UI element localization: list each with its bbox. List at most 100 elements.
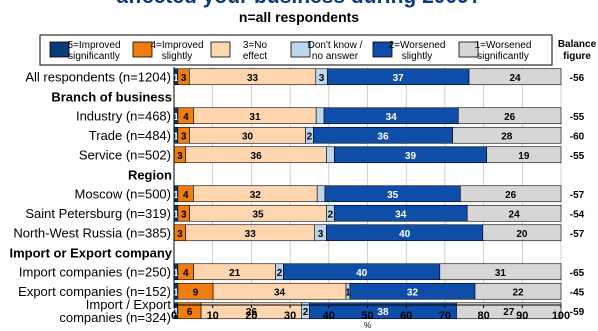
data-label-s2: 32 bbox=[407, 287, 419, 298]
data-label-s2: 35 bbox=[387, 190, 399, 201]
balance-value: -56 bbox=[570, 73, 585, 84]
data-label-s5: 1 bbox=[173, 209, 179, 220]
bar-segment-s1 bbox=[439, 263, 562, 281]
bar-row: Industry (n=468) 1 4 31 34 26 -55 bbox=[76, 107, 585, 125]
legend-label-s5: 5=Improved significantly bbox=[67, 40, 120, 62]
category-label: Trade (n=484) bbox=[89, 128, 171, 143]
bar-segment-s1 bbox=[468, 68, 562, 86]
legend: 5=Improved significantly 4=Improved slightl… bbox=[39, 34, 553, 66]
rows: All respondents (n=1204) 1 3 33 3 37 24 -56Bran… bbox=[9, 68, 585, 325]
data-label-s1: 26 bbox=[504, 112, 516, 123]
data-label-s4: 3 bbox=[177, 229, 183, 240]
data-label-s2: 34 bbox=[395, 209, 407, 220]
bar-segment-s1 bbox=[460, 185, 562, 203]
data-label-s0: 2 bbox=[277, 268, 283, 279]
data-label-s2: 34 bbox=[386, 112, 398, 123]
bar-row: Import / Export companies (n=324) 1 6 26 2 38 2… bbox=[59, 297, 584, 325]
data-label-s0: 2 bbox=[307, 131, 313, 142]
balance-value: -54 bbox=[570, 209, 585, 220]
data-label-s5: 1 bbox=[173, 131, 179, 142]
data-label-s2: 38 bbox=[377, 307, 389, 318]
data-label-s4: 3 bbox=[181, 131, 187, 142]
data-label-s2: 40 bbox=[356, 268, 368, 279]
bar-row: Import companies (n=250) 1 4 21 2 40 31 -65 bbox=[19, 263, 585, 281]
legend-swatch-s5 bbox=[49, 41, 70, 58]
bar-row: All respondents (n=1204) 1 3 33 3 37 24 -56 bbox=[25, 68, 585, 86]
x-tick-label: 60 bbox=[400, 310, 412, 322]
data-label-s4: 9 bbox=[193, 287, 199, 298]
category-label: North-West Russia (n=385) bbox=[13, 225, 171, 240]
data-label-s3: 35 bbox=[252, 209, 264, 220]
data-label-s3: 33 bbox=[247, 73, 259, 84]
data-label-s5: 1 bbox=[173, 307, 179, 318]
data-label-s4: 3 bbox=[181, 73, 187, 84]
balance-header: Balance figure bbox=[558, 39, 597, 62]
x-tick-label: 30 bbox=[284, 310, 296, 322]
x-axis-title: % bbox=[364, 321, 371, 330]
category-label: Moscow (n=500) bbox=[75, 186, 171, 201]
balance-value: -65 bbox=[570, 268, 585, 279]
legend-label-s4: 4=Improved slightly bbox=[150, 40, 203, 62]
balance-value: -57 bbox=[570, 190, 585, 201]
balance-value: -45 bbox=[570, 287, 585, 298]
bar-row: Export companies (n=152) 1 9 34 1 32 22 -45 bbox=[18, 282, 585, 300]
bar-row: Service (n=502) 3 36 39 19 -55 bbox=[79, 146, 585, 164]
data-label-s1: 20 bbox=[516, 229, 528, 240]
bar-segment-s0 bbox=[326, 146, 335, 164]
x-axis: 0 10 20 30 40 50 60 70 80 90 100% bbox=[171, 67, 570, 330]
bar-row: Moscow (n=500) 1 4 32 35 26 -57 bbox=[75, 185, 585, 203]
data-label-s0: 2 bbox=[303, 307, 309, 318]
data-label-s1: 19 bbox=[518, 151, 530, 162]
category-label: Import / Export companies (n=324) bbox=[59, 297, 171, 325]
data-label-s3: 33 bbox=[245, 229, 257, 240]
category-label: Industry (n=468) bbox=[76, 108, 171, 123]
bar-segment-s1 bbox=[482, 224, 562, 242]
legend-swatch-s1 bbox=[458, 41, 479, 58]
data-label-s2: 39 bbox=[405, 151, 417, 162]
chart-title: affected your business during 2009? bbox=[116, 0, 481, 8]
data-label-s1: 28 bbox=[501, 131, 513, 142]
data-label-s5: 1 bbox=[173, 287, 179, 298]
data-label-s2: 36 bbox=[377, 131, 389, 142]
x-tick-label: 80 bbox=[477, 310, 489, 322]
chart-subtitle: n=all respondents bbox=[239, 9, 359, 25]
section-heading: Import or Export company bbox=[9, 245, 172, 260]
data-label-s4: 4 bbox=[183, 190, 189, 201]
category-label: Service (n=502) bbox=[79, 147, 171, 162]
x-tick-label: 90 bbox=[516, 310, 528, 322]
data-label-s4: 3 bbox=[177, 151, 183, 162]
data-label-s1: 27 bbox=[503, 307, 515, 318]
category-label: Import companies (n=250) bbox=[19, 264, 171, 279]
x-tick-label: 70 bbox=[439, 310, 451, 322]
bar-segment-s1 bbox=[456, 302, 562, 320]
data-label-s5: 1 bbox=[173, 73, 179, 84]
data-label-s3: 34 bbox=[274, 287, 286, 298]
data-label-s3: 26 bbox=[246, 307, 258, 318]
balance-value: -55 bbox=[570, 151, 585, 162]
data-label-s3: 36 bbox=[251, 151, 263, 162]
data-label-s1: 31 bbox=[495, 268, 507, 279]
data-label-s3: 32 bbox=[250, 190, 262, 201]
section-heading-label: Import or Export company bbox=[9, 245, 172, 260]
bar-segment-s1 bbox=[486, 146, 562, 164]
data-label-s0: 1 bbox=[345, 287, 351, 298]
data-label-s1: 24 bbox=[509, 209, 521, 220]
legend-swatch-s0 bbox=[290, 41, 311, 58]
legend-swatch-s3 bbox=[210, 41, 231, 58]
legend-swatch-s2 bbox=[372, 41, 393, 58]
data-label-s4: 3 bbox=[181, 209, 187, 220]
x-tick-label: 0 bbox=[171, 310, 177, 322]
data-label-s1: 22 bbox=[512, 287, 524, 298]
legend-swatch-s4 bbox=[132, 41, 153, 58]
section-heading: Branch of business bbox=[51, 89, 172, 104]
section-heading: Region bbox=[128, 167, 172, 182]
category-label: Saint Petersburg (n=319) bbox=[25, 206, 171, 221]
bar-segment-s1 bbox=[466, 204, 562, 222]
bar-segment-s1 bbox=[458, 107, 562, 125]
category-label: Export companies (n=152) bbox=[18, 284, 171, 299]
bar-row: Saint Petersburg (n=319) 1 3 35 2 34 24 -54 bbox=[25, 204, 585, 222]
data-label-s4: 4 bbox=[183, 112, 189, 123]
data-label-s4: 4 bbox=[183, 268, 189, 279]
balance-value: -55 bbox=[570, 112, 585, 123]
